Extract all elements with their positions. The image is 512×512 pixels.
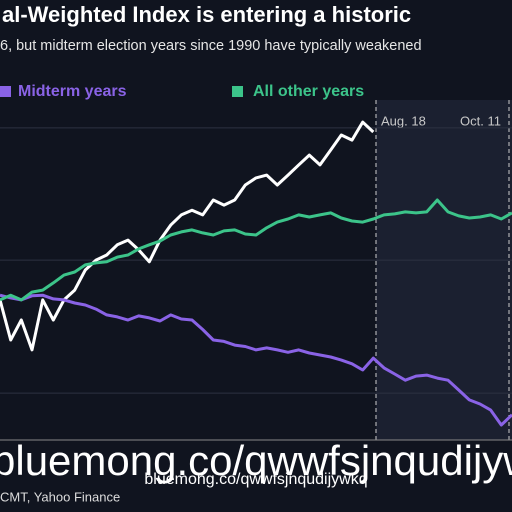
- shaded-region: [376, 100, 512, 440]
- annotation: Aug. 18: [381, 113, 426, 128]
- series-line: [0, 120, 375, 352]
- chart-title: al-Weighted Index is entering a historic: [2, 2, 411, 27]
- legend-label: All other years: [253, 83, 364, 100]
- watermark: bluemong.co/qwwfsjnqudijywkq: [0, 437, 512, 484]
- legend-swatch: [232, 86, 243, 97]
- chart-subtitle: 6, but midterm election years since 1990…: [0, 38, 422, 54]
- watermark: bluemong.co/qwwfsjnqudijywkq: [144, 471, 367, 488]
- source: CMT, Yahoo Finance: [0, 489, 120, 504]
- series-line: [0, 293, 512, 427]
- legend-swatch: [0, 86, 11, 97]
- series-line: [0, 198, 512, 302]
- annotation: Oct. 11: [460, 113, 501, 128]
- legend-label: Midterm years: [18, 83, 127, 100]
